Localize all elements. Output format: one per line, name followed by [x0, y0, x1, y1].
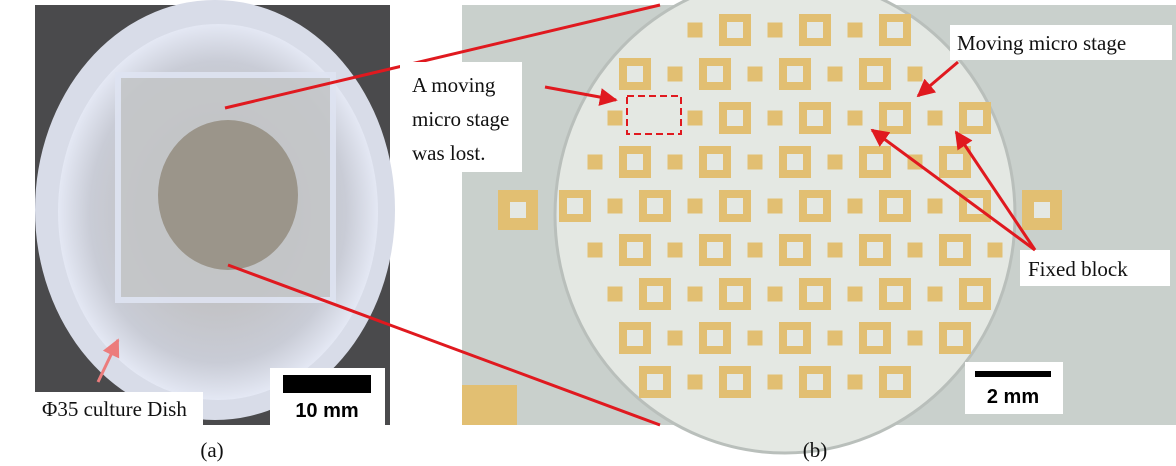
- micro-block-hole: [867, 242, 883, 258]
- micro-block-hole: [727, 374, 743, 390]
- micro-block-hole: [707, 66, 723, 82]
- lost-label: was lost.: [412, 141, 486, 165]
- micro-block: [588, 155, 603, 170]
- micro-block: [688, 111, 703, 126]
- micro-block-hole: [787, 154, 803, 170]
- micro-block: [748, 67, 763, 82]
- micro-block-hole: [947, 330, 963, 346]
- micro-block-hole: [807, 198, 823, 214]
- micro-block-hole: [707, 154, 723, 170]
- micro-block-hole: [807, 374, 823, 390]
- micro-block-hole: [807, 110, 823, 126]
- micro-block: [748, 243, 763, 258]
- micro-block: [848, 375, 863, 390]
- micro-block-hole: [967, 286, 983, 302]
- micro-block-hole: [887, 110, 903, 126]
- micro-block: [608, 199, 623, 214]
- micro-block-hole: [727, 110, 743, 126]
- micro-block: [988, 243, 1003, 258]
- figure: Φ35 culture Dish 10 mm A moving micro st…: [0, 0, 1176, 466]
- panel-label: (a): [200, 438, 223, 462]
- micro-block-hole: [947, 242, 963, 258]
- micro-block: [928, 111, 943, 126]
- micro-block-hole: [627, 330, 643, 346]
- micro-block: [828, 331, 843, 346]
- micro-block-hole: [887, 198, 903, 214]
- micro-block: [768, 111, 783, 126]
- micro-block: [828, 155, 843, 170]
- micro-block: [688, 375, 703, 390]
- micro-block-hole: [567, 198, 583, 214]
- micro-block-hole: [867, 154, 883, 170]
- micro-block-hole: [887, 22, 903, 38]
- micro-block: [768, 23, 783, 38]
- micro-block: [588, 243, 603, 258]
- micro-block-hole: [887, 286, 903, 302]
- panel-label: (b): [803, 438, 828, 462]
- micro-block: [688, 23, 703, 38]
- micro-block: [688, 287, 703, 302]
- micro-block-hole: [727, 22, 743, 38]
- micro-block: [908, 331, 923, 346]
- micro-block: [768, 375, 783, 390]
- micro-block-hole: [627, 154, 643, 170]
- micro-block: [768, 199, 783, 214]
- micro-block-hole: [707, 242, 723, 258]
- micro-block-hole: [647, 374, 663, 390]
- micro-block-hole: [727, 286, 743, 302]
- micro-block: [608, 111, 623, 126]
- micro-block: [668, 67, 683, 82]
- micro-block: [668, 243, 683, 258]
- micro-block: [668, 331, 683, 346]
- micro-block: [688, 199, 703, 214]
- micro-block: [908, 67, 923, 82]
- micro-block: [848, 111, 863, 126]
- micro-block-hole: [967, 110, 983, 126]
- micro-block: [848, 199, 863, 214]
- micro-block-hole: [787, 330, 803, 346]
- micro-block-hole: [647, 198, 663, 214]
- micro-block-hole: [887, 374, 903, 390]
- micro-block-hole: [627, 66, 643, 82]
- micro-block-hole: [787, 66, 803, 82]
- micro-block: [748, 155, 763, 170]
- lost-label: micro stage: [412, 107, 509, 131]
- micro-block-hole: [707, 330, 723, 346]
- fixed-label: Fixed block: [1028, 257, 1128, 281]
- micro-block-hole: [727, 198, 743, 214]
- micro-block: [848, 23, 863, 38]
- moving-label: Moving micro stage: [957, 31, 1126, 55]
- micro-block-hole: [867, 330, 883, 346]
- scale-label: 2 mm: [987, 386, 1039, 408]
- scale-label: 10 mm: [295, 400, 358, 422]
- micro-block: [848, 287, 863, 302]
- micro-block-hole: [947, 154, 963, 170]
- micro-block-hole: [647, 286, 663, 302]
- micro-block: [828, 243, 843, 258]
- photo-b: [462, 0, 1176, 453]
- micro-block-hole: [787, 242, 803, 258]
- micro-block: [908, 243, 923, 258]
- lost-label: A moving: [412, 73, 496, 97]
- scale-bar: [283, 375, 371, 393]
- micro-block: [928, 287, 943, 302]
- micro-block-hole: [807, 22, 823, 38]
- micro-block: [668, 155, 683, 170]
- micro-block-hole: [867, 66, 883, 82]
- scale-bar: [975, 371, 1051, 377]
- micro-block: [608, 287, 623, 302]
- micro-block: [768, 287, 783, 302]
- photo-a: [35, 0, 395, 425]
- micro-block: [928, 199, 943, 214]
- micro-block-hole: [807, 286, 823, 302]
- micro-block-hole: [627, 242, 643, 258]
- micro-block: [748, 331, 763, 346]
- micro-block: [828, 67, 843, 82]
- dish-label: Φ35 culture Dish: [42, 397, 187, 421]
